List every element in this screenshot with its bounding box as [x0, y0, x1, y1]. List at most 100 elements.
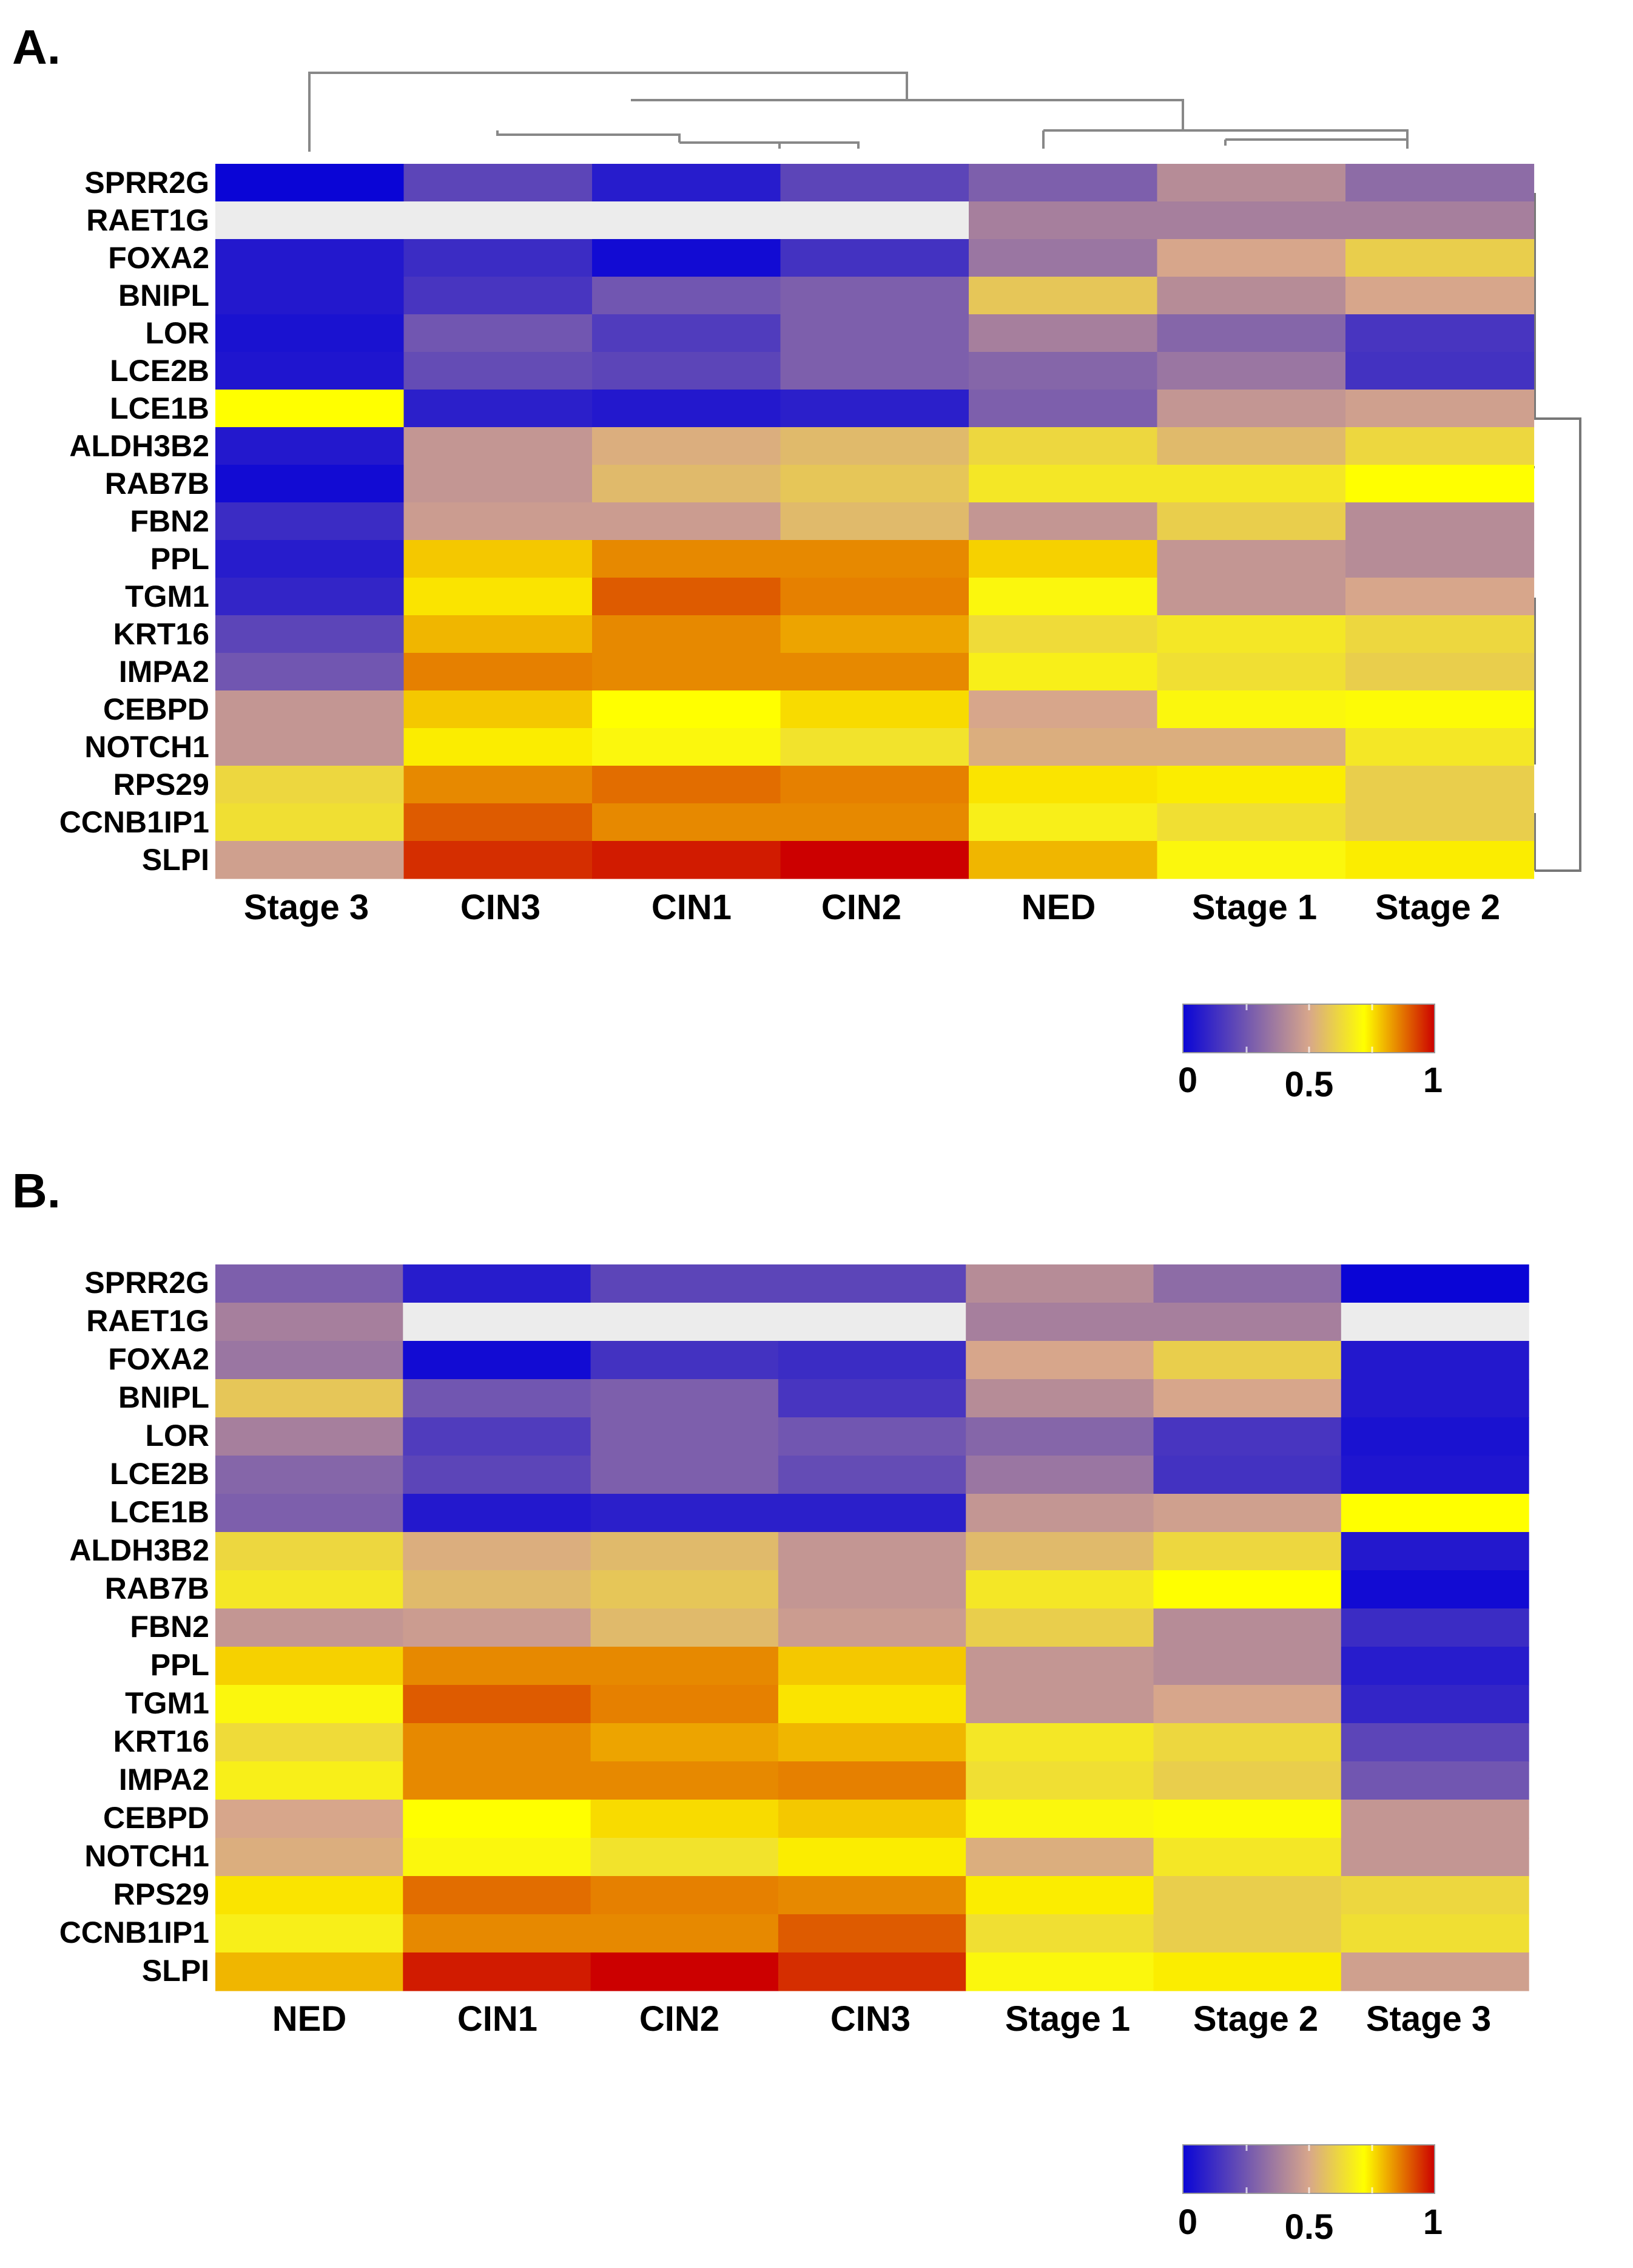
- heatmap-cell: [1157, 615, 1346, 653]
- heatmap-cell: [1153, 1303, 1342, 1342]
- row-label: SPRR2G: [84, 1266, 209, 1300]
- heatmap-cell: [592, 314, 781, 353]
- heatmap-cell: [778, 1341, 966, 1380]
- heatmap-cell: [780, 766, 969, 804]
- heatmap-cell: [1345, 766, 1535, 804]
- heatmap-cell: [215, 615, 405, 653]
- heatmap-cell: [966, 1494, 1154, 1533]
- heatmap-cell: [403, 1647, 591, 1686]
- heatmap-cell: [215, 390, 405, 428]
- column-label: NED: [1022, 888, 1096, 927]
- heatmap-cell: [1345, 540, 1535, 578]
- heatmap-cell: [780, 502, 969, 541]
- heatmap-cell: [215, 239, 405, 277]
- heatmap-cell: [1157, 690, 1346, 729]
- heatmap-cell: [1341, 1838, 1529, 1877]
- heatmap-cell: [969, 239, 1158, 277]
- heatmap-cell: [215, 578, 405, 616]
- heatmap-cell: [1153, 1608, 1342, 1647]
- row-label: LCE1B: [110, 1495, 209, 1529]
- heatmap-cell: [1341, 1494, 1529, 1533]
- heatmap-cell: [966, 1800, 1154, 1838]
- heatmap-cell: [592, 427, 781, 465]
- heatmap-cell: [403, 390, 593, 428]
- row-label: LOR: [145, 1419, 209, 1453]
- row-label: ALDH3B2: [69, 429, 209, 463]
- row-label: SPRR2G: [84, 166, 209, 200]
- heatmap-cell: [215, 1800, 403, 1838]
- heatmap-cell: [1341, 1685, 1529, 1724]
- heatmap-cell: [1345, 803, 1535, 842]
- colorbar-a: 0 0.5 1: [1178, 1004, 1443, 1104]
- heatmap-cell: [969, 502, 1158, 541]
- heatmap-cell: [778, 1647, 966, 1686]
- heatmap-cell: [1157, 164, 1346, 202]
- heatmap-cell: [592, 578, 781, 616]
- heatmap-cell: [1153, 1532, 1342, 1571]
- heatmap-cell: [215, 1303, 403, 1342]
- colorbar-tick: 0: [1178, 1061, 1197, 1100]
- row-label: BNIPL: [118, 1380, 209, 1414]
- heatmap-cell: [1341, 1914, 1529, 1953]
- row-label: CEBPD: [103, 1801, 209, 1835]
- heatmap-cell: [590, 1570, 779, 1609]
- heatmap-cell: [966, 1570, 1154, 1609]
- heatmap-cell: [778, 1608, 966, 1647]
- heatmap-cell: [1345, 239, 1535, 277]
- heatmap-cell: [403, 728, 593, 766]
- heatmap-cell: [969, 803, 1158, 842]
- heatmap-cell: [1153, 1570, 1342, 1609]
- heatmap-cell: [215, 766, 405, 804]
- heatmap-cell: [780, 314, 969, 353]
- heatmap-cell: [215, 1723, 403, 1762]
- row-label: NOTCH1: [84, 730, 209, 764]
- heatmap-cell: [1341, 1303, 1529, 1342]
- heatmap-cell: [403, 1456, 591, 1494]
- heatmap-cell: [592, 390, 781, 428]
- heatmap-cell: [780, 803, 969, 842]
- heatmap-cell: [592, 277, 781, 315]
- heatmap-cell: [590, 1494, 779, 1533]
- row-label: PPL: [150, 1648, 209, 1682]
- heatmap-cell: [590, 1723, 779, 1762]
- heatmap-cell: [780, 352, 969, 390]
- colorbar: [1182, 2144, 1435, 2194]
- column-dendrogram: [308, 72, 1409, 152]
- row-label: NOTCH1: [84, 1839, 209, 1873]
- heatmap-cell: [1153, 1647, 1342, 1686]
- heatmap-cell: [1153, 1494, 1342, 1533]
- heatmap-cell: [215, 653, 405, 691]
- heatmap-cell: [215, 1952, 403, 1991]
- heatmap-cell: [780, 653, 969, 691]
- row-label: FBN2: [130, 1610, 209, 1644]
- row-labels-a: SPRR2G RAET1G FOXA2 BNIPL LOR LCE2B LCE1…: [59, 166, 209, 877]
- heatmap-cell: [969, 728, 1158, 766]
- heatmap-cell: [969, 465, 1158, 503]
- heatmap-cell: [966, 1417, 1154, 1456]
- heatmap-cell: [590, 1838, 779, 1877]
- heatmap-cell: [592, 502, 781, 541]
- row-label: CEBPD: [103, 692, 209, 726]
- heatmap-cell: [1345, 390, 1535, 428]
- heatmap-cell: [1153, 1417, 1342, 1456]
- heatmap-cell: [966, 1761, 1154, 1800]
- row-label: IMPA2: [119, 655, 209, 689]
- heatmap-cell: [215, 728, 405, 766]
- panel-b: B. SPRR2G RAET1G FOXA2 BNIPL LOR LCE2B L…: [12, 1164, 1529, 2247]
- heatmap-cell: [215, 690, 405, 729]
- heatmap-cell: [1341, 1723, 1529, 1762]
- heatmap-cell: [780, 728, 969, 766]
- heatmap-cell: [403, 1341, 591, 1380]
- heatmap-cell: [1157, 427, 1346, 465]
- heatmap-cell: [592, 841, 781, 879]
- heatmap-cell: [1157, 239, 1346, 277]
- heatmap-cell: [403, 1532, 591, 1571]
- row-label: RAB7B: [105, 1571, 209, 1605]
- row-label: TGM1: [125, 579, 209, 613]
- row-labels-b: SPRR2G RAET1G FOXA2 BNIPL LOR LCE2B LCE1…: [59, 1266, 209, 1988]
- heatmap-cell: [1157, 540, 1346, 578]
- heatmap-cell: [1157, 465, 1346, 503]
- heatmap-cell: [1157, 277, 1346, 315]
- heatmap-cell: [1341, 1417, 1529, 1456]
- heatmap-cell: [590, 1647, 779, 1686]
